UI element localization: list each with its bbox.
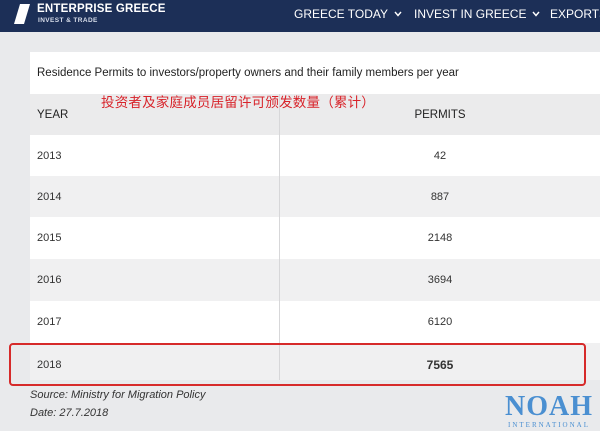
year-cell: 2015 [30,217,280,259]
column-header-year: YEAR [30,94,280,135]
permits-cell: 2148 [427,232,453,244]
permits-cell: 6120 [427,316,453,328]
permits-cell: 42 [433,149,447,162]
nav-exports-label: EXPORTS [550,7,600,21]
table-header-row: YEAR PERMITS [30,94,600,135]
nav-invest-in-greece[interactable]: INVEST IN GREECE [414,7,541,21]
table-row: 2013 42 [30,135,600,176]
permits-cell: 887 [430,190,450,203]
table-row: 2015 2148 [30,217,600,259]
top-nav-bar: ENTERPRISE GREECE INVEST & TRADE GREECE … [0,0,600,32]
table-row: 2016 3694 [30,259,600,301]
date-note: Date: 27.7.2018 [30,407,109,419]
table-row: 2014 887 [30,176,600,217]
brand-name[interactable]: ENTERPRISE GREECE [37,3,166,15]
nav-greece-today-label: GREECE TODAY [294,7,389,21]
brand-tagline: INVEST & TRADE [38,17,98,24]
nav-exports[interactable]: EXPORTS [550,7,600,21]
highlight-box-2018 [9,343,586,386]
chevron-down-icon [394,11,402,17]
column-header-permits: PERMITS [414,108,466,121]
year-cell: 2016 [30,259,280,301]
nav-greece-today[interactable]: GREECE TODAY [294,7,402,21]
year-cell: 2017 [30,301,280,343]
year-cell: 2014 [30,176,280,217]
nav-invest-in-greece-label: INVEST IN GREECE [414,7,527,21]
table-row: 2017 6120 [30,301,600,343]
source-note: Source: Ministry for Migration Policy [30,389,206,401]
permits-table-card: Residence Permits to investors/property … [30,52,600,380]
table-caption: Residence Permits to investors/property … [37,67,459,79]
noah-watermark: NOAH INTERNATIONAL [500,391,598,430]
table-row-highlighted: 2018 7565 [30,343,600,380]
permits-cell: 7565 [426,358,454,372]
watermark-subtext: INTERNATIONAL [508,421,590,429]
year-cell: 2018 [30,343,280,380]
year-cell: 2013 [30,135,280,176]
watermark-text: NOAH [505,391,593,422]
enterprise-greece-logo-icon[interactable] [14,4,30,24]
permits-cell: 3694 [427,274,453,286]
chevron-down-icon [532,11,541,17]
chinese-annotation: 投资者及家庭成员居留许可颁发数量（累计） [101,95,375,111]
